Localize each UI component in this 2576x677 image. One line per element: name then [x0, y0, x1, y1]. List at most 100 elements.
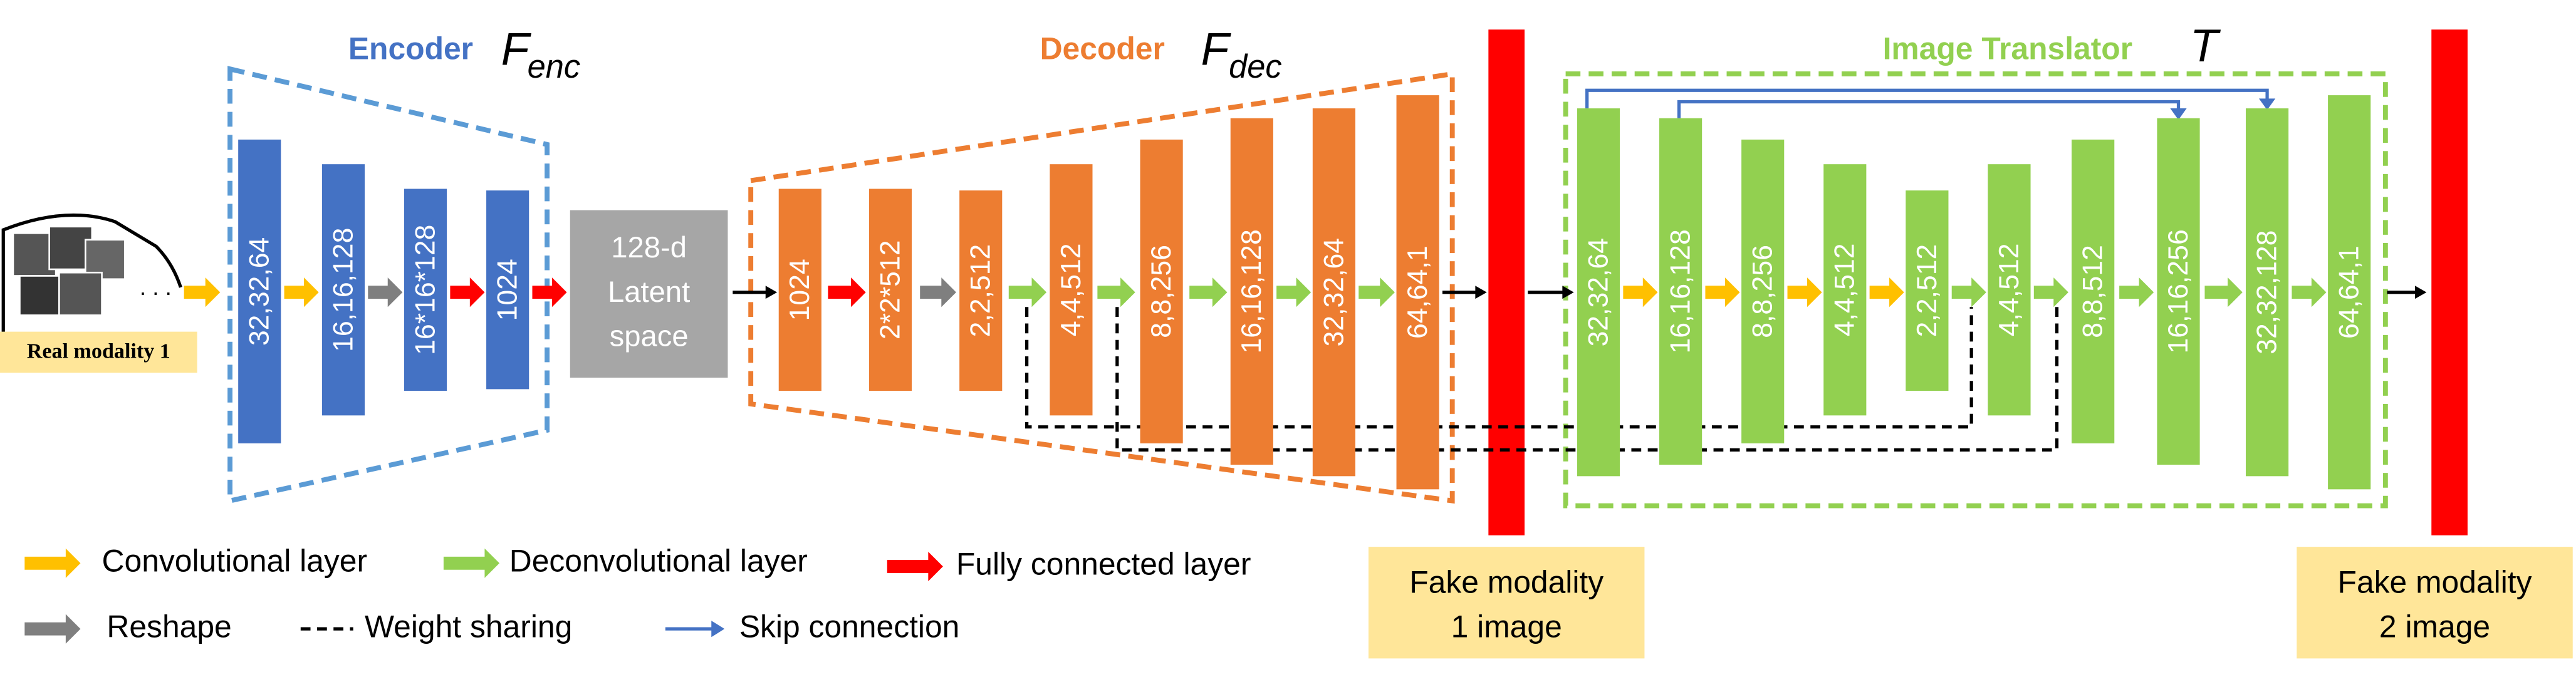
legend-symbol	[443, 548, 500, 578]
skip-connection	[1677, 100, 2181, 118]
arrow	[1623, 277, 1658, 307]
arrow	[1097, 277, 1135, 307]
arrow	[532, 277, 567, 307]
layer-block	[868, 189, 912, 391]
arrowhead	[1475, 286, 1487, 299]
layer-label: 2*2*512	[875, 240, 905, 339]
arrow	[1951, 277, 1986, 307]
arrow	[1705, 277, 1740, 307]
skip-arrowhead	[2170, 108, 2187, 120]
layer-label: 32,32,64	[244, 237, 275, 346]
layer-block	[1577, 108, 1620, 477]
encoder-symbol: F	[501, 23, 532, 75]
layer-label: 64,64,1	[1402, 245, 1433, 339]
skip-arrowhead	[2258, 98, 2276, 110]
layer-block	[2328, 95, 2371, 490]
output-bar	[2431, 29, 2468, 535]
layer-label: 4,4,512	[1056, 243, 1087, 336]
arrow	[1276, 277, 1311, 307]
arrowhead	[1562, 286, 1574, 299]
output-label: 2 image	[2379, 609, 2490, 644]
output-box	[2297, 547, 2573, 659]
layer-label: 2,2,512	[966, 244, 996, 338]
layer-block	[1396, 95, 1439, 490]
layer-block	[778, 189, 821, 391]
decoder-title: Decoder	[1040, 31, 1165, 66]
arrow	[2033, 277, 2068, 307]
latent-box	[570, 210, 728, 378]
weight-sharing-line	[1025, 307, 1973, 429]
arrow	[2119, 277, 2154, 307]
layer-block	[1741, 139, 1785, 443]
decoder-subscript: dec	[1229, 49, 1282, 85]
layer-block	[2246, 108, 2289, 477]
layer-label: 1024	[493, 259, 523, 321]
arrow	[828, 277, 866, 307]
layer-label: 16,16,128	[1666, 229, 1696, 353]
layer-label: 4,4,512	[1994, 243, 2025, 336]
layer-label: 16,16,128	[328, 228, 358, 352]
layer-label: 8,8,256	[1748, 245, 1778, 338]
output-label: Fake modality	[1409, 565, 1603, 600]
latent-label: Latent	[608, 276, 690, 309]
input-images	[1, 213, 182, 337]
arrow	[1189, 277, 1228, 307]
layer-label: 32,32,64	[1583, 238, 1614, 346]
translator-title: Image Translator	[1883, 31, 2133, 66]
legend-label: Weight sharing	[365, 609, 572, 644]
layer-label: 8,8,512	[2078, 245, 2109, 338]
layer-label: 8,8,256	[1146, 245, 1177, 338]
layer-block	[1050, 164, 1093, 416]
layer-label: 4,4,512	[1830, 243, 1860, 336]
layer-block	[1906, 190, 1949, 391]
layer-block	[1230, 118, 1273, 465]
translator-symbol: T	[2190, 20, 2221, 71]
skip-connection	[1585, 88, 2269, 109]
arrowhead	[765, 286, 778, 299]
layer-block	[1823, 164, 1867, 416]
arrow	[184, 277, 221, 307]
arrow	[1008, 277, 1047, 307]
legend-symbol	[24, 548, 81, 578]
arrow	[1358, 277, 1395, 307]
decoder-symbol: F	[1201, 23, 1232, 75]
layer-label: 1024	[785, 259, 815, 321]
legend-label: Deconvolutional layer	[509, 543, 808, 578]
output-label: Fake modality	[2338, 565, 2532, 600]
output-box	[1368, 547, 1645, 659]
output-bar	[1488, 29, 1525, 535]
layer-label: 16,16,256	[2163, 229, 2194, 353]
legend-label: Convolutional layer	[102, 543, 368, 578]
latent-label: 128-d	[611, 231, 687, 264]
layer-label: 16*16*128	[410, 225, 441, 355]
latent-label: space	[610, 320, 689, 353]
input-label-box	[0, 331, 197, 373]
layer-block	[486, 190, 529, 390]
layer-block	[1659, 118, 1703, 465]
layer-block	[959, 190, 1003, 391]
layer-label: 32,32,64	[1318, 238, 1349, 346]
layer-block	[1312, 108, 1355, 477]
layer-block	[404, 189, 447, 391]
arrow	[1869, 277, 1904, 307]
encoder-subscript: enc	[528, 49, 581, 85]
arrow	[2204, 277, 2243, 307]
input-label: Real modality 1	[27, 340, 170, 363]
encoder-frame	[227, 66, 550, 504]
layer-label: 2,2,512	[1912, 244, 1942, 338]
legend-label: Fully connected layer	[956, 547, 1251, 582]
layer-label: 64,64,1	[2334, 245, 2365, 339]
arrowhead	[2415, 286, 2427, 299]
layer-label: 16,16,128	[1236, 229, 1267, 353]
legend-symbol	[887, 551, 943, 582]
layer-block	[2072, 139, 2115, 443]
arrow	[920, 277, 956, 307]
layer-block	[1988, 164, 2031, 416]
layer-label: 32,32,128	[2252, 230, 2283, 354]
arrow	[2292, 277, 2327, 307]
legend-symbol	[24, 614, 81, 644]
legend-label: Reshape	[107, 609, 231, 644]
layer-block	[1140, 139, 1183, 443]
